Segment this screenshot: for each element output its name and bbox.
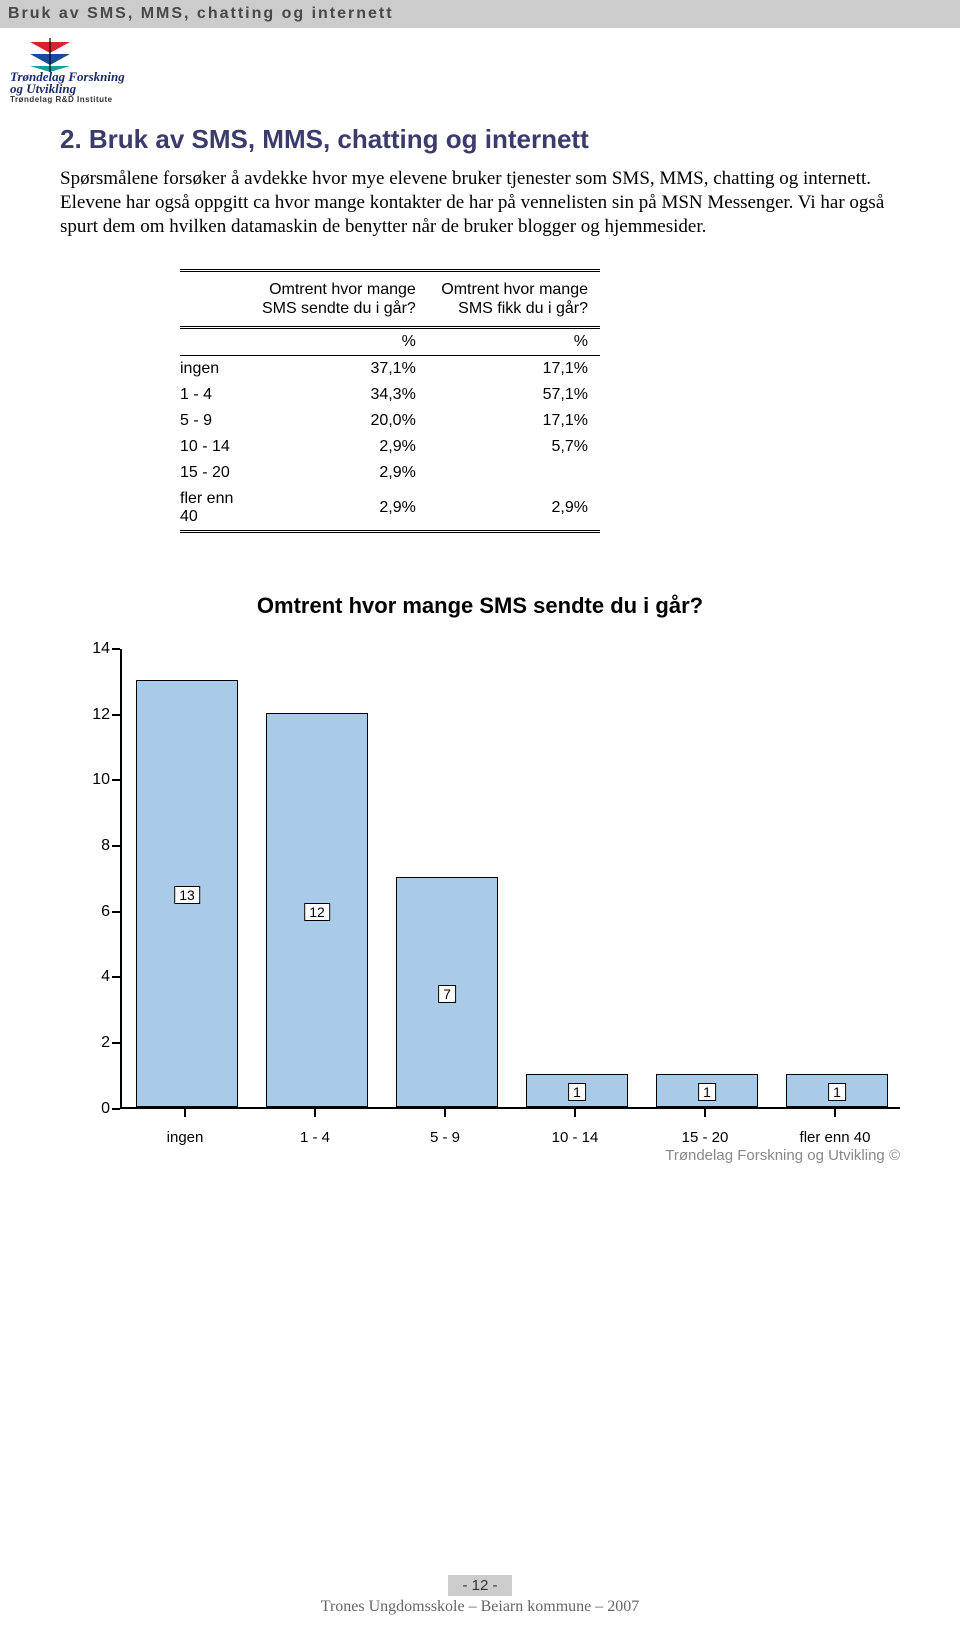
x-tick-label: 1 - 4 [300,1129,330,1146]
pct-header-1: % [246,327,428,355]
table-cell: 34,3% [246,382,428,408]
logo: Trøndelag Forskning og Utvikling Trøndel… [10,38,960,104]
table-cell: 17,1% [428,408,600,434]
bar-value-label: 13 [174,886,200,904]
header-title: Bruk av SMS, MMS, chatting og internett [8,5,394,22]
chart-copyright: Trøndelag Forskning og Utvikling © [665,1147,900,1164]
table-cell: 57,1% [428,382,600,408]
table-row-label: 10 - 14 [180,434,246,460]
y-tick-label: 2 [60,1034,120,1052]
table-row-label: 5 - 9 [180,408,246,434]
y-tick-label: 14 [60,640,120,658]
y-tick-label: 12 [60,706,120,724]
y-tick-label: 0 [60,1100,120,1118]
x-tick-label: 10 - 14 [552,1129,599,1146]
table-cell: 2,9% [246,460,428,486]
bar-value-label: 1 [828,1083,846,1101]
page-footer: - 12 - Trones Ungdomsskole – Beiarn komm… [0,1575,960,1616]
y-tick-label: 10 [60,771,120,789]
y-tick-label: 4 [60,968,120,986]
bar-value-label: 7 [438,985,456,1003]
section-heading: 2. Bruk av SMS, MMS, chatting og interne… [60,124,900,155]
table-cell: 5,7% [428,434,600,460]
logo-text-2: og Utvikling [10,82,960,96]
table-cell: 20,0% [246,408,428,434]
footer-line: Trones Ungdomsskole – Beiarn kommune – 2… [0,1598,960,1616]
logo-subtext: Trøndelag R&D Institute [10,95,960,104]
logo-triangles-icon [10,38,100,72]
table-cell [428,460,600,486]
sms-table: Omtrent hvor mange SMS sendte du i går? … [180,269,600,533]
table-row-label: ingen [180,355,246,382]
table-col2-header: Omtrent hvor mange SMS fikk du i går? [428,270,600,327]
table-col1-header: Omtrent hvor mange SMS sendte du i går? [246,270,428,327]
x-tick-label: 5 - 9 [430,1129,460,1146]
table-row-label: 15 - 20 [180,460,246,486]
table-cell: 17,1% [428,355,600,382]
page-header-bar: Bruk av SMS, MMS, chatting og internett [0,0,960,28]
pct-header-2: % [428,327,600,355]
table-row-label: fler enn 40 [180,486,246,532]
table-cell: 2,9% [428,486,600,532]
table-cell: 2,9% [246,434,428,460]
bar-value-label: 1 [698,1083,716,1101]
x-tick-label: ingen [167,1129,204,1146]
x-tick-label: 15 - 20 [682,1129,729,1146]
y-tick-label: 8 [60,837,120,855]
bar-chart: 13127111 02468101214ingen1 - 45 - 910 - … [60,649,900,1169]
page-number: - 12 - [448,1575,511,1596]
x-tick-label: fler enn 40 [800,1129,871,1146]
bar-value-label: 1 [568,1083,586,1101]
section-body: Spørsmålene forsøker å avdekke hvor mye … [60,167,900,238]
y-tick-label: 6 [60,903,120,921]
chart-title: Omtrent hvor mange SMS sendte du i går? [60,593,900,619]
bar-value-label: 12 [304,903,330,921]
table-cell: 37,1% [246,355,428,382]
table-row-label: 1 - 4 [180,382,246,408]
table-cell: 2,9% [246,486,428,532]
